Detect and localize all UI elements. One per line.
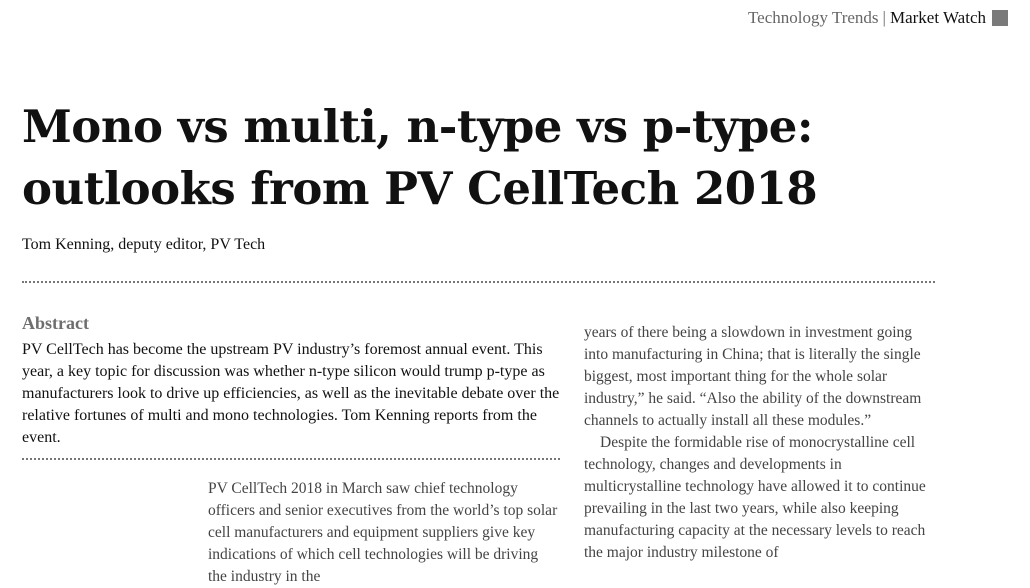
- abstract-heading: Abstract: [22, 313, 89, 333]
- body-column-1: PV CellTech 2018 in March saw chief tech…: [208, 480, 558, 585]
- byline: Tom Kenning, deputy editor, PV Tech: [22, 236, 266, 253]
- abstract-text: PV CellTech has become the upstream PV i…: [22, 341, 560, 446]
- header-separator: |: [882, 8, 886, 27]
- subsection-label: Market Watch: [889, 8, 986, 27]
- body-column-2: years of there being a slowdown in inves…: [584, 322, 936, 564]
- body-paragraph: years of there being a slowdown in inves…: [584, 324, 922, 429]
- article-title: Mono vs multi, n-type vs p-type: outlook…: [22, 100, 818, 215]
- title-divider: [22, 281, 935, 283]
- section-header: Technology Trends | Market Watch: [748, 8, 1008, 28]
- abstract-divider: [22, 458, 560, 460]
- section-marker-icon: [992, 10, 1008, 26]
- body-paragraph: Despite the formidable rise of monocryst…: [584, 434, 926, 561]
- section-label: Technology Trends: [747, 8, 879, 27]
